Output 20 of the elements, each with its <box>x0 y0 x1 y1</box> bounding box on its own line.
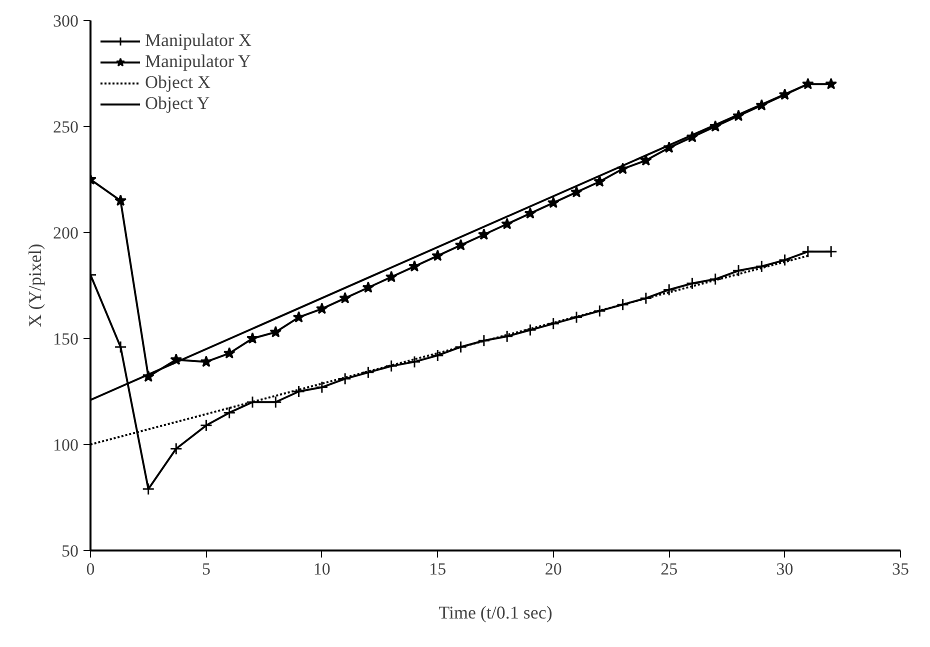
x-tick-label: 0 <box>86 560 95 578</box>
y-tick-label: 200 <box>53 224 78 242</box>
y-axis-title: X (Y/pixel) <box>25 244 45 328</box>
y-tick-label: 300 <box>53 12 78 30</box>
x-tick-label: 35 <box>892 560 909 578</box>
legend-label: Object X <box>145 72 210 93</box>
y-tick-label: 150 <box>53 330 78 348</box>
legend-label: Manipulator X <box>145 30 252 51</box>
legend-label: Manipulator Y <box>145 51 251 72</box>
y-tick-label: 50 <box>62 542 78 560</box>
x-tick-label: 5 <box>202 560 210 578</box>
y-tick-label: 250 <box>53 118 78 136</box>
x-tick-label: 30 <box>776 560 794 578</box>
y-tick-label: 100 <box>53 436 78 454</box>
x-axis-title: Time (t/0.1 sec) <box>438 602 552 622</box>
x-tick-label: 25 <box>660 560 678 578</box>
legend-label: Object Y <box>145 93 210 114</box>
x-tick-label: 10 <box>313 560 330 578</box>
x-tick-label: 15 <box>429 560 446 578</box>
x-tick-label: 20 <box>544 560 562 578</box>
